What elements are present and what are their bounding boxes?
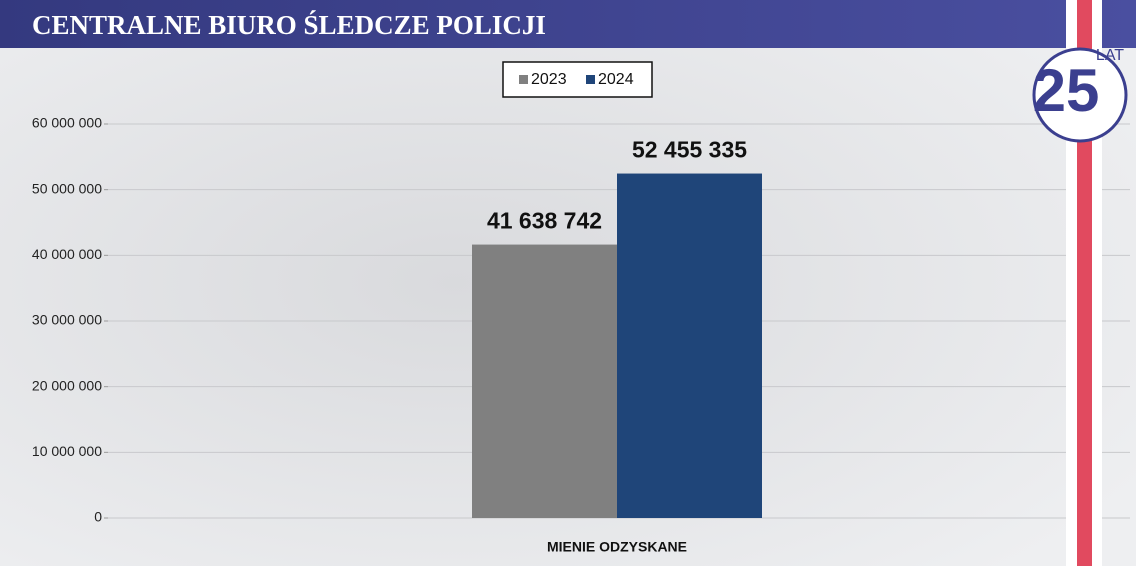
legend-label: 2024 [598, 71, 634, 88]
y-tick-label: 30 000 000 [32, 312, 102, 328]
bar [617, 173, 762, 518]
value-label: 52 455 335 [632, 137, 747, 163]
legend-swatch [586, 75, 595, 84]
x-tick-label: MIENIE ODZYSKANE [547, 539, 687, 555]
y-tick-label: 0 [94, 509, 102, 525]
logo-text: LAT [1096, 47, 1124, 64]
y-tick-label: 50 000 000 [32, 180, 102, 196]
bar [472, 244, 617, 518]
value-label: 41 638 742 [487, 208, 602, 234]
y-tick-label: 10 000 000 [32, 443, 102, 459]
legend-label: 2023 [531, 71, 567, 88]
y-tick-label: 20 000 000 [32, 377, 102, 393]
y-tick-label: 60 000 000 [32, 115, 102, 131]
logo [1032, 47, 1128, 143]
y-tick-label: 40 000 000 [32, 246, 102, 262]
chart-title: CENTRALNE BIURO ŚLEDCZE POLICJI [32, 10, 546, 40]
logo-number: 25 [1033, 57, 1100, 124]
legend-swatch [519, 75, 528, 84]
header-bar [0, 0, 1136, 48]
